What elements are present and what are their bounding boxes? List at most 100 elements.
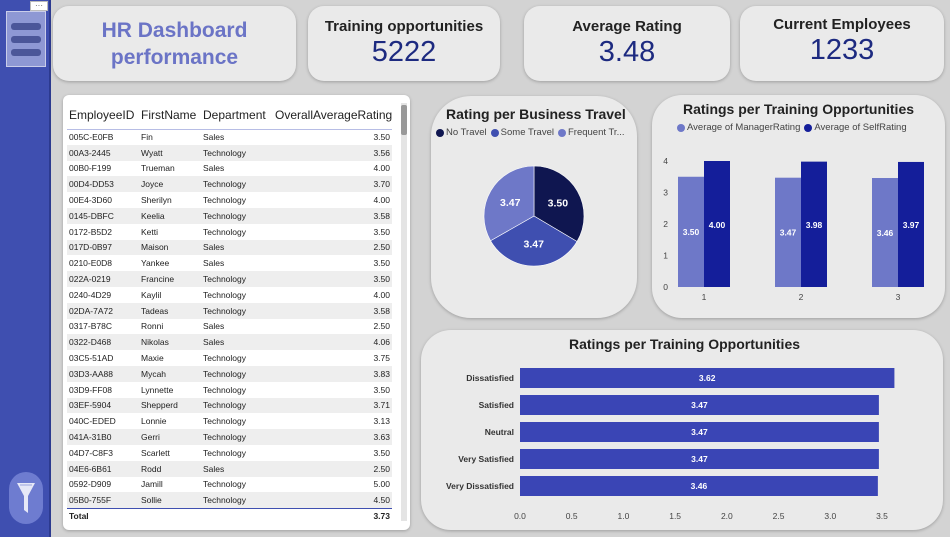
table-row[interactable]: 05B0-755F Sollie Technology 4.50 xyxy=(67,492,392,509)
legend-item[interactable]: Some Travel xyxy=(490,127,554,138)
table-row[interactable]: 0172-B5D2 Ketti Technology 3.50 xyxy=(67,224,392,240)
cell-rating: 3.50 xyxy=(373,132,390,143)
cell-employeeid: 00A3-2445 xyxy=(67,144,139,161)
table-row[interactable]: 00B0-F199 Trueman Sales 4.00 xyxy=(67,161,392,177)
kpi-label: Current Employees xyxy=(773,16,911,33)
table-row[interactable]: 0317-B78C Ronni Sales 2.50 xyxy=(67,319,392,335)
pie-slice-label: 3.47 xyxy=(524,238,545,250)
x-tick-label: 3.0 xyxy=(824,511,836,521)
legend-item[interactable]: Average of SelfRating xyxy=(804,122,907,133)
table-row[interactable]: 04E6-6B61 Rodd Sales 2.50 xyxy=(67,460,392,477)
bar[interactable] xyxy=(678,176,704,287)
table-scrollbar-thumb[interactable] xyxy=(401,105,407,135)
cell-employeeid: 04D7-C8F3 xyxy=(69,447,113,458)
pie-slice[interactable] xyxy=(533,165,585,242)
x-tick-label: 3 xyxy=(896,292,901,302)
x-tick-label: 1 xyxy=(702,292,707,302)
table-row[interactable]: 040C-EDED Lonnie Technology 3.13 xyxy=(67,413,392,429)
table-row[interactable]: 04D7-C8F3 Scarlett Technology 3.50 xyxy=(67,445,392,461)
cell-department: Sales xyxy=(203,258,225,269)
cell-employeeid: 005C-E0FB xyxy=(69,132,114,143)
bar[interactable] xyxy=(801,161,827,287)
menu-button[interactable] xyxy=(6,11,46,67)
hamburger-icon-line xyxy=(11,35,41,43)
cell-firstname: Fin xyxy=(141,132,153,143)
hbar[interactable] xyxy=(520,422,879,442)
column-header-department[interactable]: Department xyxy=(201,101,273,130)
table-row[interactable]: 0322-D468 Nikolas Sales 4.06 xyxy=(67,334,392,351)
kpi-value: 1233 xyxy=(809,34,875,66)
pie-slice[interactable] xyxy=(483,165,535,242)
table-row[interactable]: 0240-4D29 Kaylil Technology 4.00 xyxy=(67,287,392,303)
legend-item[interactable]: Average of ManagerRating xyxy=(677,122,800,133)
pie-chart-title: Rating per Business Travel xyxy=(446,106,626,122)
cell-department: Sales xyxy=(203,132,225,143)
pie-chart: 3.50 3.47 3.47 xyxy=(483,165,585,267)
cell-employeeid: 0322-D468 xyxy=(67,334,139,351)
bar[interactable] xyxy=(898,161,924,287)
pie-slice-label: 3.50 xyxy=(548,197,569,209)
table-row[interactable]: 03D9-FF08 Lynnette Technology 3.50 xyxy=(67,382,392,398)
x-tick-label: 0.5 xyxy=(566,511,578,521)
cell-rating: 3.13 xyxy=(373,416,390,427)
hbar[interactable] xyxy=(520,368,895,388)
column-header-overall-rating[interactable]: OverallAverageRating xyxy=(273,101,392,130)
cell-department: Technology xyxy=(201,492,273,509)
column-header-firstname[interactable]: FirstName xyxy=(139,101,201,130)
table-row[interactable]: 03D3-AA88 Mycah Technology 3.83 xyxy=(67,365,392,382)
bar-data-label: 3.46 xyxy=(877,228,894,238)
more-options-icon[interactable]: ··· xyxy=(30,1,48,11)
cell-firstname: Sherilyn xyxy=(141,195,172,206)
x-tick-label: 0.0 xyxy=(514,511,526,521)
cell-department: Technology xyxy=(203,384,247,395)
cell-rating: 4.50 xyxy=(273,492,392,509)
legend-dot xyxy=(490,128,499,137)
kpi-label: Training opportunities xyxy=(324,18,484,35)
cell-employeeid: 03EF-5904 xyxy=(67,397,139,414)
table-row[interactable]: 0592-D909 Jamill Technology 5.00 xyxy=(67,477,392,493)
cell-firstname: Tadeas xyxy=(139,302,201,319)
grouped-bar-chart: 0 1 2 3 4 3.50 4.00 1 3.47 3.98 2 3.46 3.97 3 xyxy=(663,156,924,302)
filter-button[interactable] xyxy=(9,472,43,524)
sidebar: ··· xyxy=(0,0,51,537)
cell-firstname: Lonnie xyxy=(141,416,167,427)
table-row[interactable]: 03EF-5904 Shepperd Technology 3.71 xyxy=(67,397,392,414)
table-scrollbar[interactable] xyxy=(401,103,407,521)
table-row[interactable]: 00E4-3D60 Sherilyn Technology 4.00 xyxy=(67,192,392,208)
cell-firstname: Ronni xyxy=(141,321,164,332)
pie-legend: No Travel Some Travel Frequent Tr... xyxy=(436,127,628,138)
cell-employeeid: 03D9-FF08 xyxy=(69,384,112,395)
table-row[interactable]: 041A-31B0 Gerri Technology 3.63 xyxy=(67,429,392,445)
legend-dot xyxy=(677,123,685,132)
cell-employeeid: 03D3-AA88 xyxy=(67,365,139,382)
table-row[interactable]: 00D4-DD53 Joyce Technology 3.70 xyxy=(67,176,392,193)
cell-rating: 3.58 xyxy=(273,207,392,224)
cell-rating: 3.63 xyxy=(273,429,392,445)
bar[interactable] xyxy=(704,161,730,287)
bar[interactable] xyxy=(872,178,898,287)
pie-chart-card: Rating per Business Travel No Travel Som… xyxy=(431,96,637,318)
legend-item[interactable]: Frequent Tr... xyxy=(557,127,624,138)
bar[interactable] xyxy=(775,177,801,287)
table-row[interactable]: 017D-0B97 Maison Sales 2.50 xyxy=(67,239,392,256)
total-empty xyxy=(139,507,201,525)
table-row[interactable]: 005C-E0FB Fin Sales 3.50 xyxy=(67,129,392,145)
cell-rating: 3.71 xyxy=(273,397,392,414)
table-row[interactable]: 0210-E0D8 Yankee Sales 3.50 xyxy=(67,255,392,271)
table-row[interactable]: 0145-DBFC Keelia Technology 3.58 xyxy=(67,207,392,224)
hbar[interactable] xyxy=(520,476,878,496)
cell-employeeid: 00D4-DD53 xyxy=(67,176,139,193)
bar-data-label: 3.98 xyxy=(806,220,823,230)
column-header-employeeid[interactable]: EmployeeID xyxy=(67,101,139,130)
hbar[interactable] xyxy=(520,449,879,469)
table-row[interactable]: 022A-0219 Francine Technology 3.50 xyxy=(67,271,392,287)
table-row[interactable]: 00A3-2445 Wyatt Technology 3.56 xyxy=(67,144,392,161)
y-tick-label: 3 xyxy=(663,188,668,198)
legend-label: Average of SelfRating xyxy=(814,122,907,133)
legend-item[interactable]: No Travel xyxy=(436,127,487,138)
hbar[interactable] xyxy=(520,395,879,415)
table-row[interactable]: 02DA-7A72 Tadeas Technology 3.58 xyxy=(67,302,392,319)
cell-employeeid: 040C-EDED xyxy=(69,416,116,427)
cell-employeeid: 0592-D909 xyxy=(69,479,112,490)
table-row[interactable]: 03C5-51AD Maxie Technology 3.75 xyxy=(67,350,392,366)
